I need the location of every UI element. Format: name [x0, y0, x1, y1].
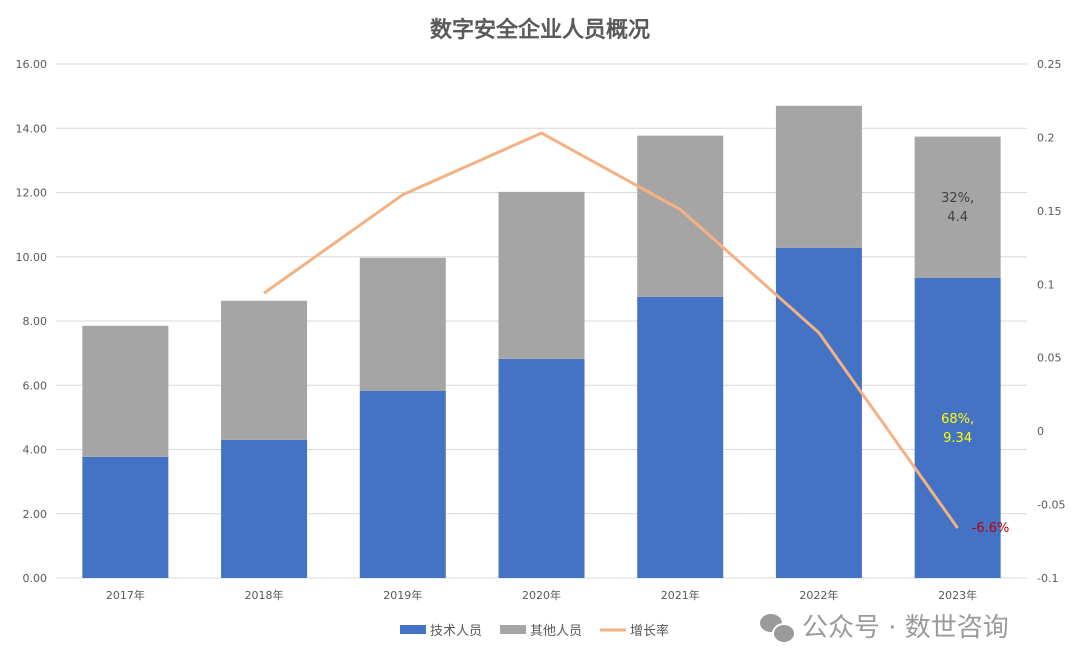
right-tick-label: 0.05: [1037, 352, 1062, 365]
x-tick-label: 2023年: [938, 588, 977, 602]
left-tick-label: 10.00: [16, 251, 48, 264]
left-tick-label: 0.00: [23, 572, 48, 585]
legend-swatch-技术人员: [400, 625, 426, 634]
bar-其他人员: [359, 257, 446, 391]
x-tick-label: 2017年: [106, 588, 145, 602]
bar-技术人员: [775, 247, 862, 578]
growth-rate-line: [263, 131, 959, 529]
right-tick-label: 0.1: [1037, 278, 1055, 291]
left-tick-label: 2.00: [23, 508, 48, 521]
left-tick-label: 14.00: [16, 122, 48, 135]
data-label-tech-2023: 68%,: [941, 412, 974, 427]
data-label-other-2023-value: 4.4: [947, 210, 968, 225]
bar-其他人员: [637, 135, 724, 297]
bar-其他人员: [221, 300, 308, 440]
bar-其他人员: [82, 325, 169, 457]
legend-swatch-其他人员: [500, 625, 526, 634]
right-tick-label: 0.2: [1037, 131, 1055, 144]
bar-技术人员: [498, 358, 585, 578]
wechat-icon: [760, 614, 796, 644]
bar-其他人员: [498, 191, 585, 359]
bar-技术人员: [637, 296, 724, 578]
bar-其他人员: [775, 105, 862, 248]
data-label-growth-2023: -6.6%: [972, 521, 1010, 536]
x-tick-label: 2018年: [245, 588, 284, 602]
watermark: 公众号 · 数世咨询: [760, 612, 1009, 644]
left-tick-label: 6.00: [23, 379, 48, 392]
right-tick-label: 0.25: [1037, 58, 1062, 71]
data-label-other-2023: 32%,: [941, 191, 974, 206]
right-tick-label: 0: [1037, 425, 1044, 438]
bar-技术人员: [82, 456, 169, 578]
left-tick-label: 12.00: [16, 187, 48, 200]
x-tick-label: 2022年: [799, 588, 838, 602]
chart-title: 数字安全企业人员概况: [429, 18, 650, 43]
right-tick-label: -0.05: [1037, 499, 1065, 512]
bar-技术人员: [221, 439, 308, 578]
bar-技术人员: [359, 390, 446, 578]
watermark-text: 公众号 · 数世咨询: [802, 613, 1009, 643]
bar-其他人员: [914, 136, 1001, 278]
left-tick-label: 8.00: [23, 315, 48, 328]
x-tick-label: 2021年: [661, 588, 700, 602]
right-tick-label: 0.15: [1037, 205, 1062, 218]
left-tick-label: 16.00: [16, 58, 48, 71]
legend-label: 其他人员: [530, 624, 582, 639]
x-tick-label: 2020年: [522, 588, 561, 602]
legend-label: 增长率: [630, 623, 669, 639]
data-label-tech-2023-value: 9.34: [943, 431, 972, 446]
x-tick-label: 2019年: [383, 588, 422, 602]
left-tick-label: 4.00: [23, 444, 48, 457]
legend-label: 技术人员: [430, 624, 482, 639]
right-tick-label: -0.1: [1037, 572, 1058, 585]
